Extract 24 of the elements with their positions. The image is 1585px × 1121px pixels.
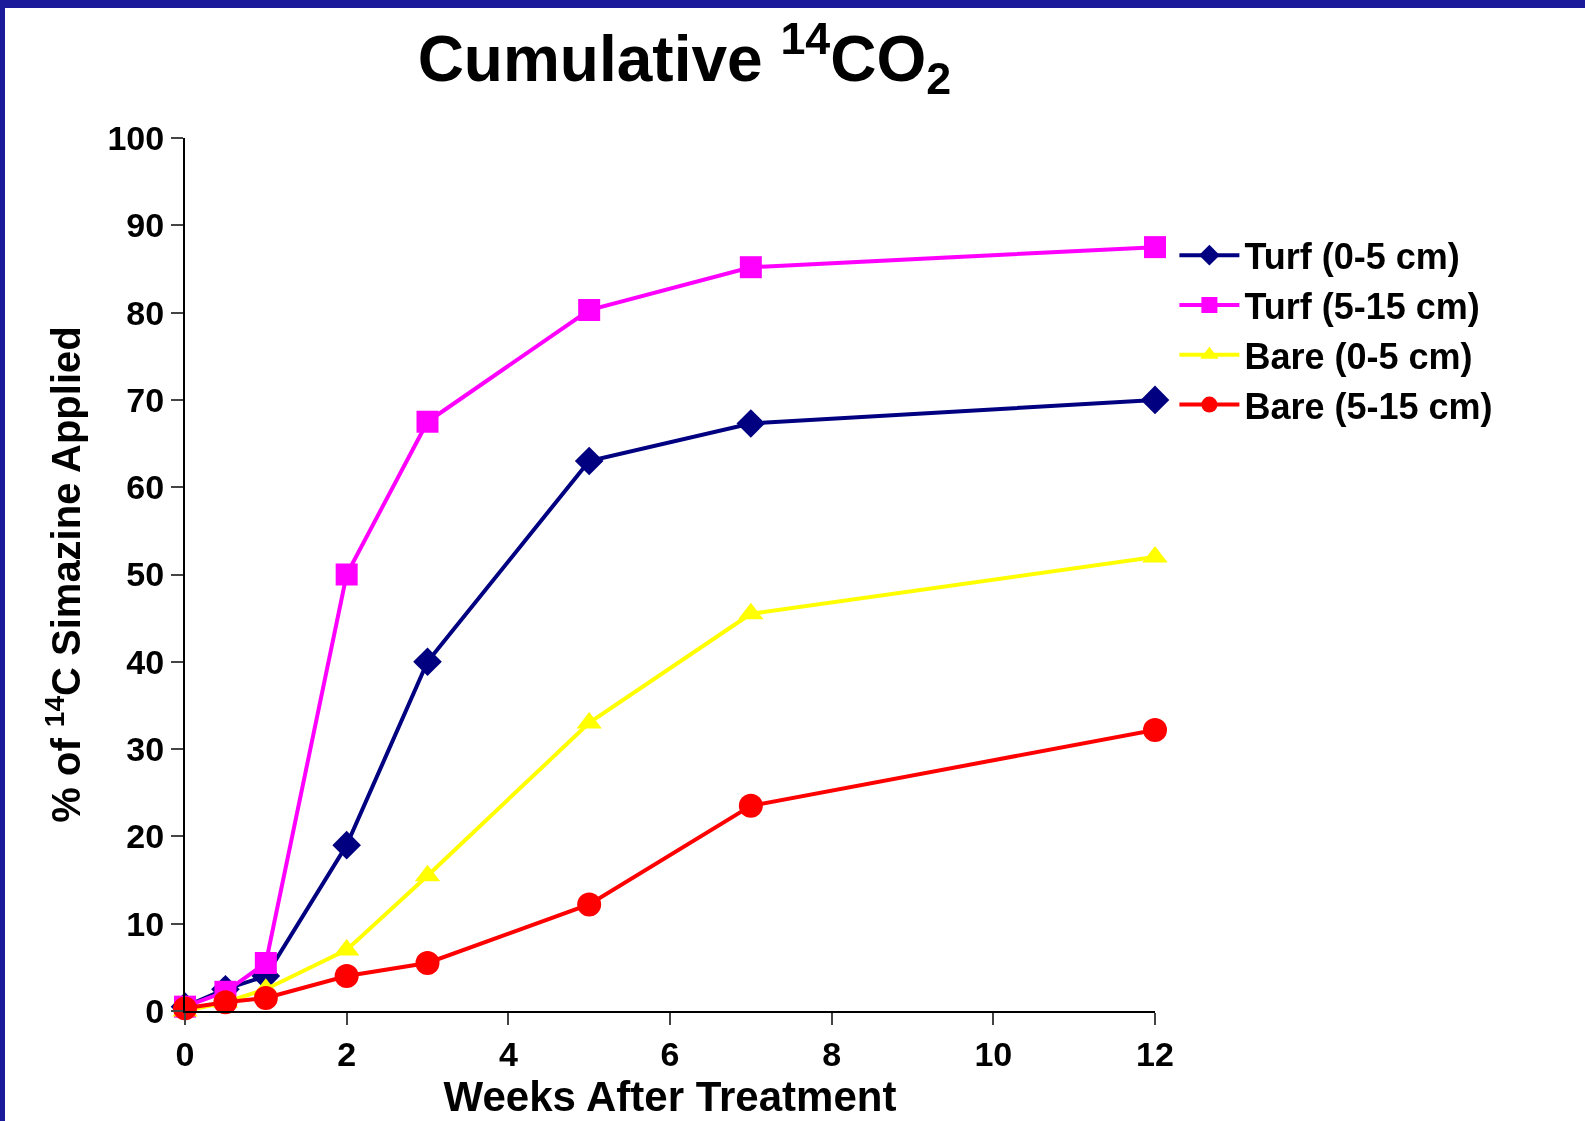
y-tick-label: 90 [126,206,165,245]
y-tick-label: 50 [126,555,165,594]
x-tick-label: 6 [660,1034,680,1073]
y-tick-label: 30 [126,730,165,768]
x-tick-label: 12 [1136,1034,1174,1073]
x-axis-title: Weeks After Treatment [443,1072,897,1120]
chart-title: Cumulative $^{14}$CO$_{2}$ [417,12,952,104]
legend-label: Turf (0-5 cm) [1244,236,1460,278]
y-tick-label: 70 [126,380,165,419]
x-tick-label: 4 [498,1034,518,1073]
x-tick-label: 2 [337,1034,357,1073]
y-tick-label: 40 [126,642,165,681]
y-tick-label: 20 [126,817,165,856]
y-tick-label: 60 [126,468,165,507]
x-tick-label: 10 [974,1034,1013,1073]
legend-label: Turf (5-15 cm) [1244,286,1480,328]
legend-label: Bare (0-5 cm) [1244,335,1473,377]
y-tick-label: 10 [126,904,165,943]
y-tick-label: 100 [107,118,165,157]
x-tick-label: 8 [822,1034,842,1073]
x-tick-label: 0 [175,1034,195,1073]
y-tick-label: 80 [126,293,165,332]
y-tick-label: 0 [145,991,165,1030]
legend-label: Bare (5-15 cm) [1244,385,1493,427]
